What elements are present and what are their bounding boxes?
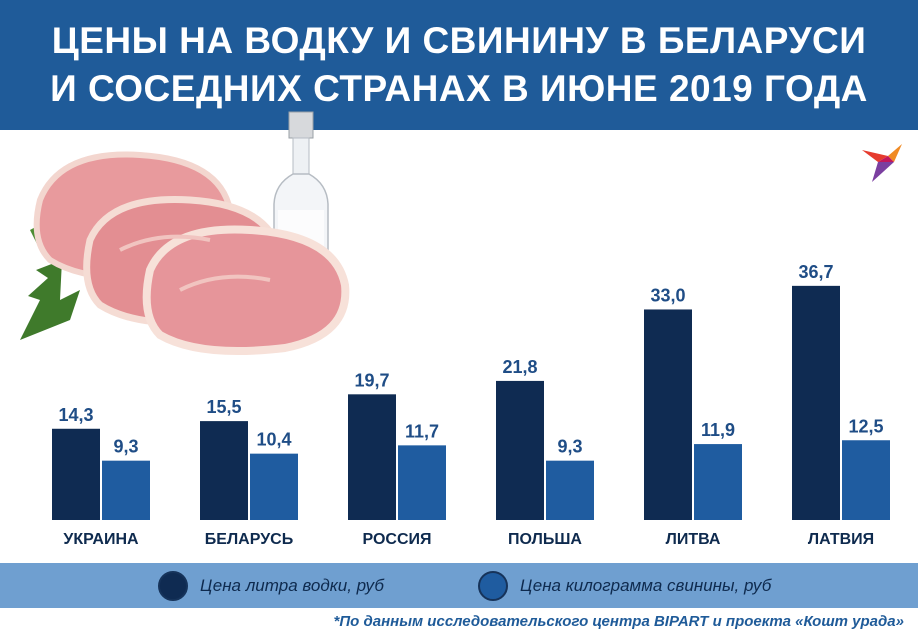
category-label-1: УКРАИНА xyxy=(63,531,139,548)
pork-bar-4 xyxy=(546,460,594,520)
legend-swatch-vodka xyxy=(158,571,188,601)
vodka-value-label-6: 36,7 xyxy=(798,262,833,282)
pork-value-label-2: 10,4 xyxy=(256,430,291,450)
category-label-6: ЛАТВИЯ xyxy=(808,531,874,548)
bar-chart: 14,3 9,3 УКРАИНА 15,5 10,4 БЕЛАРУСЬ 19,7 11,7 РО… xyxy=(52,262,890,548)
chart-title-line-1: ЦЕНЫ НА ВОДКУ И СВИНИНУ В БЕЛАРУСИ xyxy=(51,20,867,61)
pork-value-label-1: 9,3 xyxy=(113,437,138,457)
category-label-3: РОССИЯ xyxy=(362,531,431,548)
vodka-value-label-4: 21,8 xyxy=(502,357,537,377)
legend-swatch-pork xyxy=(478,571,508,601)
pork-and-vodka-illustration xyxy=(20,111,350,355)
vodka-bar-1 xyxy=(52,428,100,520)
pork-value-label-5: 11,9 xyxy=(701,420,735,440)
category-label-4: ПОЛЬША xyxy=(508,531,582,548)
legend-label-pork: Цена килограмма свинины, руб xyxy=(520,576,772,595)
legend-item-vodka: Цена литра водки, руб xyxy=(158,571,384,601)
pork-value-label-4: 9,3 xyxy=(557,437,582,457)
vodka-bar-3 xyxy=(348,394,396,520)
pork-value-label-6: 12,5 xyxy=(848,416,883,436)
pork-value-label-3: 11,7 xyxy=(405,421,439,441)
title-banner: ЦЕНЫ НА ВОДКУ И СВИНИНУ В БЕЛАРУСИ И СОС… xyxy=(0,0,918,130)
vodka-value-label-5: 33,0 xyxy=(650,285,685,305)
legend-label-vodka: Цена литра водки, руб xyxy=(200,576,384,595)
bird-logo-icon xyxy=(862,144,902,182)
legend: Цена литра водки, руб Цена килограмма св… xyxy=(0,563,918,608)
chart-title-line-2: И СОСЕДНИХ СТРАНАХ В ИЮНЕ 2019 ГОДА xyxy=(50,68,868,109)
vodka-bar-5 xyxy=(644,309,692,520)
vodka-bar-2 xyxy=(200,421,248,520)
pork-bar-3 xyxy=(398,445,446,520)
pork-bar-1 xyxy=(102,460,150,520)
vodka-value-label-2: 15,5 xyxy=(206,397,241,417)
pork-chops-icon xyxy=(33,151,350,355)
pork-bar-5 xyxy=(694,444,742,520)
vodka-value-label-3: 19,7 xyxy=(354,370,389,390)
vodka-bar-6 xyxy=(792,285,840,520)
vodka-bar-4 xyxy=(496,380,544,520)
legend-item-pork: Цена килограмма свинины, руб xyxy=(478,571,771,601)
vodka-value-label-1: 14,3 xyxy=(58,405,93,425)
pork-bar-6 xyxy=(842,440,890,520)
source-footnote: *По данным исследовательского центра BIP… xyxy=(333,613,904,630)
pork-bar-2 xyxy=(250,453,298,520)
category-label-5: ЛИТВА xyxy=(666,531,721,548)
category-label-2: БЕЛАРУСЬ xyxy=(205,531,293,548)
